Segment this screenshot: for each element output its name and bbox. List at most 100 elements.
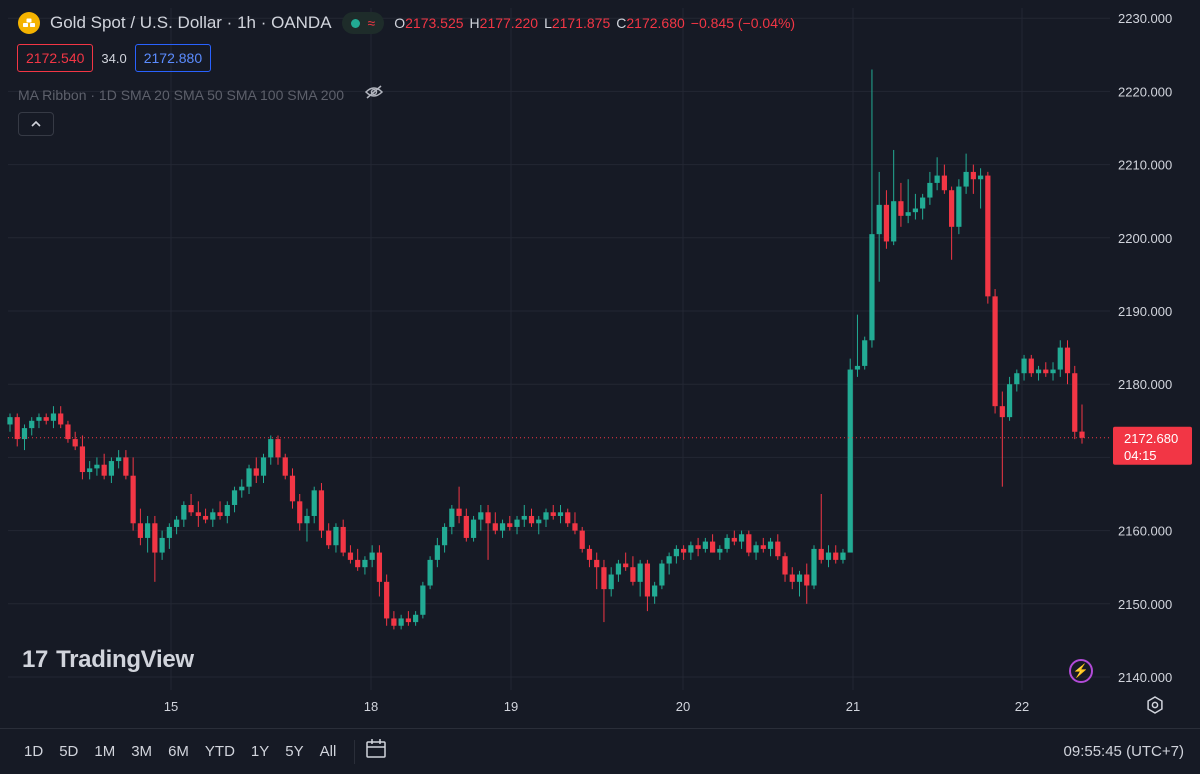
market-open-dot-icon [350, 18, 360, 28]
candle [543, 508, 549, 527]
candle-body [145, 523, 151, 538]
range-button-6m[interactable]: 6M [168, 743, 189, 760]
candle [833, 545, 839, 564]
candle-body [869, 234, 875, 341]
change-value: −0.845 (−0.04%) [690, 15, 796, 31]
candle [456, 486, 462, 524]
candle-body [413, 614, 419, 623]
sell-price-button[interactable]: 2172.540 [17, 44, 94, 72]
candle [492, 512, 498, 535]
clock-timezone[interactable]: 09:55:45 (UTC+7) [1063, 743, 1184, 760]
candle [550, 504, 556, 520]
buy-price-button[interactable]: 2172.880 [134, 44, 212, 72]
ohlc-values: O2173.525 H2177.220 L2171.875 C2172.680 … [394, 15, 796, 31]
range-button-ytd[interactable]: YTD [204, 743, 235, 760]
candle-body [1064, 347, 1071, 374]
candle [1050, 362, 1056, 381]
range-button-5d[interactable]: 5D [59, 743, 79, 760]
candle-body [50, 413, 57, 421]
candle-body [239, 486, 245, 491]
candle-body [630, 567, 636, 582]
candle-body [934, 175, 940, 183]
candle-body [796, 574, 803, 582]
candle-body [724, 537, 730, 549]
candle [1006, 376, 1013, 421]
candle [94, 457, 100, 476]
indicator-legend[interactable]: MA Ribbon · 1D SMA 20 SMA 50 SMA 100 SMA… [18, 84, 384, 105]
candle [275, 435, 281, 465]
collapse-legend-button[interactable] [18, 112, 54, 136]
candle [369, 545, 375, 568]
candle-body [920, 197, 926, 209]
candle [413, 611, 419, 626]
candle-body [108, 461, 115, 476]
candle-body [7, 417, 13, 425]
candle-body [847, 369, 853, 553]
candle-body [485, 512, 491, 524]
candle [956, 179, 962, 235]
candlestick-chart[interactable]: 2140.0002150.0002160.0002170.0002180.000… [0, 0, 1200, 728]
range-button-5y[interactable]: 5Y [285, 743, 304, 760]
candle-body [652, 585, 658, 597]
candle-body [818, 548, 824, 560]
candle-body [173, 519, 180, 527]
candle-body [101, 464, 107, 476]
candle [1035, 365, 1042, 381]
candle-body [883, 204, 890, 242]
candle-body [137, 523, 143, 538]
range-button-1m[interactable]: 1M [94, 743, 116, 760]
candle [65, 420, 71, 443]
market-status-pill[interactable]: ≈ [341, 12, 385, 34]
candle-body [376, 552, 383, 582]
candle [738, 530, 745, 549]
candle-body [717, 548, 723, 553]
candle-body [449, 508, 455, 527]
candle-body [1028, 358, 1034, 374]
candle [920, 193, 926, 220]
candle [557, 504, 564, 524]
candle-body [463, 515, 469, 538]
candle-body [949, 190, 955, 227]
candle-body [130, 475, 136, 524]
candle-body [782, 556, 788, 575]
candle [333, 523, 339, 553]
candle [79, 435, 86, 480]
candle-body [789, 574, 795, 582]
eye-hidden-icon[interactable] [364, 84, 384, 105]
candle-body [811, 548, 817, 586]
range-button-1y[interactable]: 1Y [250, 743, 270, 760]
lightning-icon[interactable]: ⚡ [1069, 659, 1093, 683]
candle-body [282, 457, 288, 476]
candle-body [514, 519, 520, 527]
candle [449, 504, 455, 535]
candle-body [1021, 358, 1027, 374]
candle-body [340, 526, 346, 553]
candle-body [688, 545, 694, 553]
range-button-3m[interactable]: 3M [131, 743, 153, 760]
gear-icon[interactable] [1146, 696, 1164, 719]
candle-body [79, 446, 86, 473]
candle-body [231, 490, 238, 505]
calendar-icon[interactable] [365, 738, 389, 765]
candle [210, 508, 216, 527]
gold-bars-icon[interactable] [18, 12, 40, 34]
candle [29, 417, 35, 436]
symbol-title[interactable]: Gold Spot / U.S. Dollar · 1h · OANDA [50, 13, 332, 32]
range-button-1d[interactable]: 1D [24, 743, 44, 760]
candle [391, 611, 397, 630]
candle [601, 559, 607, 623]
candle [116, 450, 122, 469]
candle [702, 537, 708, 553]
candle-body [557, 512, 564, 516]
candle [630, 556, 636, 586]
candle-body [695, 545, 701, 549]
range-button-all[interactable]: All [319, 743, 337, 760]
candle [999, 391, 1005, 487]
candle-body [94, 464, 100, 469]
candle-body [731, 537, 737, 542]
candle-body [709, 541, 716, 553]
candle [224, 501, 230, 524]
candle-body [289, 475, 296, 502]
candle-body [398, 618, 404, 626]
candle [231, 486, 238, 513]
